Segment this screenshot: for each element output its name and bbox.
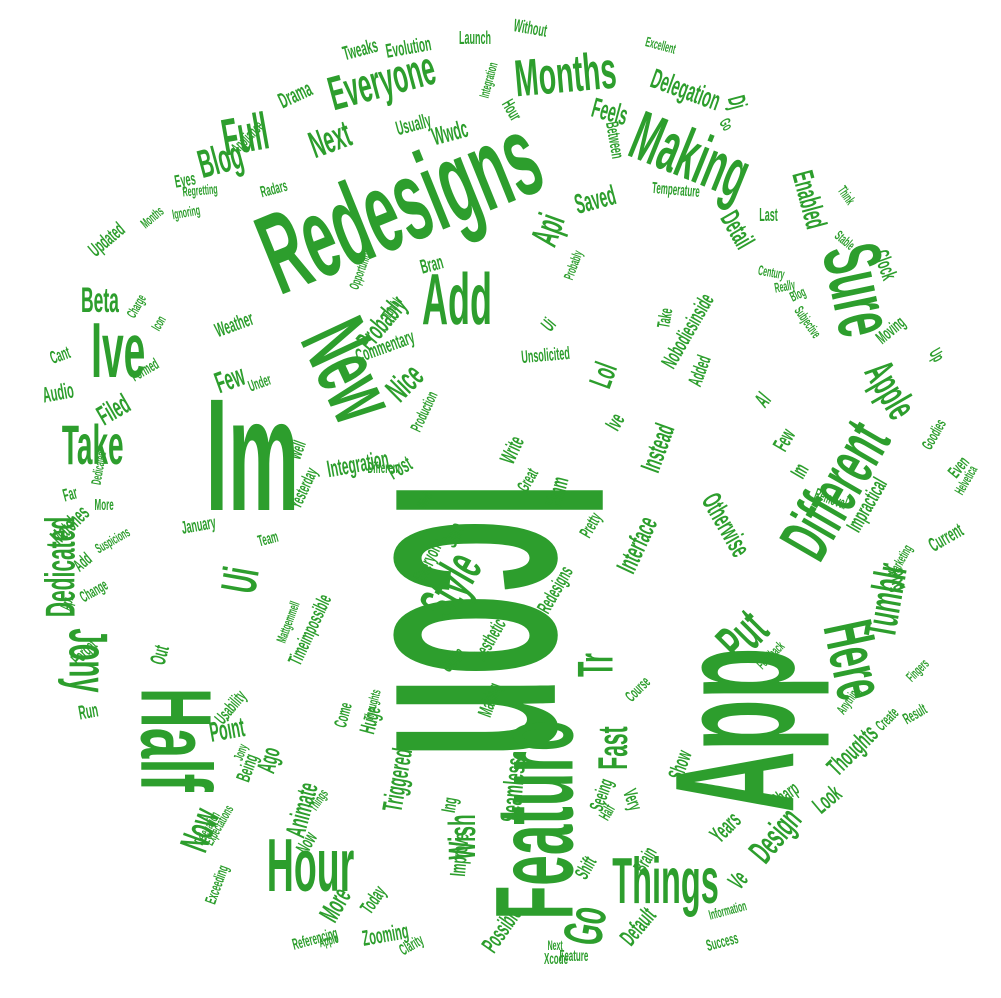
word-feature-187: Feature — [559, 948, 589, 965]
word-ive-9: Ive — [91, 306, 146, 394]
word-regretting-122: Regretting — [181, 180, 219, 200]
word-write-45: Write — [494, 432, 529, 468]
word-weather-68: Weather — [211, 307, 256, 343]
word-al-175: Al — [749, 387, 776, 412]
word-instead-42: Instead — [634, 419, 681, 477]
word-more-111: More — [94, 497, 114, 514]
word-temperature-127: Temperature — [651, 179, 701, 202]
word-unsolicited-152: Unsolicited — [519, 342, 571, 368]
word-enabled-55: Enabled — [784, 167, 832, 233]
word-seamless-86: Seamless — [494, 756, 531, 824]
word-im-2: Im — [205, 365, 299, 544]
word-lol-41: Lol — [581, 357, 625, 393]
word-ing-85: Ing — [437, 795, 463, 815]
word-beta-38: Beta — [80, 280, 119, 320]
word-improve-87: Improve — [444, 832, 474, 878]
word-otherwise-33: Otherwise — [695, 487, 756, 562]
word-xcode-75: Xcode — [544, 951, 569, 968]
word-out-105: Out — [144, 642, 174, 668]
word-result-142: Result — [899, 701, 930, 729]
word-ve-35: Ve — [722, 865, 754, 895]
word-months-118: Months — [137, 202, 167, 232]
word-apple-188: Apple — [316, 929, 340, 951]
word-hour-8: Hour — [266, 822, 354, 907]
word-probably-170: Probably — [560, 248, 586, 282]
word-success-95: Success — [703, 930, 740, 955]
word-drama-61: Drama — [274, 75, 316, 114]
word-detail-54: Detail — [714, 205, 761, 255]
word-half-5: Half — [118, 688, 231, 792]
word-saved-53: Saved — [570, 179, 619, 220]
word-ui-172: Ui — [537, 314, 561, 336]
word-go-21: Go — [550, 900, 619, 950]
word-things-13: Things — [611, 843, 719, 917]
word-ui-24: Ui — [210, 562, 270, 598]
word-cant-114: Cant — [47, 342, 73, 368]
word-goodies-137: Goodies — [919, 416, 950, 453]
word-fingers-141: Fingers — [902, 655, 932, 685]
word-exceeding-100: Exceeding — [202, 863, 233, 907]
word-api-30: Api — [523, 208, 574, 252]
word-take-18: Take — [61, 413, 124, 476]
word-next-186: Next — [547, 937, 563, 953]
word-current-80: Current — [924, 519, 968, 557]
word-thoughts-78: Thoughts — [820, 718, 884, 782]
word-tr-27: Tr — [567, 653, 624, 677]
word-add-10: Add — [421, 260, 492, 340]
word-suspicions-112: Suspicions — [91, 523, 133, 557]
word-excellent-66: Excellent — [643, 33, 678, 57]
word-launch-64: Launch — [459, 28, 492, 48]
word-think-129: Think — [834, 182, 859, 208]
word-integration-181: Integration — [475, 60, 501, 100]
word-ive-174: Ive — [599, 408, 630, 435]
word-run-103: Run — [76, 699, 100, 725]
word-last-128: Last — [758, 205, 778, 225]
word-updated-119: Updated — [84, 218, 130, 262]
word-fast-31: Fast — [589, 726, 637, 770]
word-blog-133: Blog — [786, 283, 808, 305]
word-up-136: Up — [925, 344, 949, 366]
word-different-179: Different — [367, 460, 401, 477]
word-team-157: Team — [255, 528, 280, 551]
word-create-143: Create — [872, 704, 903, 735]
word-ignoring-121: Ignoring — [170, 201, 202, 223]
word-years-76: Years — [704, 806, 747, 849]
word-dj-59: Dj — [721, 92, 752, 112]
word-icon-117: Icon — [147, 312, 169, 334]
word-today-70: Today — [355, 881, 391, 919]
word-bran-147: Bran — [417, 251, 446, 279]
word-few-177: Few — [767, 424, 800, 456]
word-take-173: Take — [653, 306, 677, 330]
word-added-176: Added — [684, 352, 716, 390]
word-apple-26: Apple — [855, 352, 926, 427]
word-audio-51: Audio — [40, 377, 76, 408]
word-half-185: Half — [596, 801, 619, 824]
word-without-65: Without — [511, 15, 549, 41]
